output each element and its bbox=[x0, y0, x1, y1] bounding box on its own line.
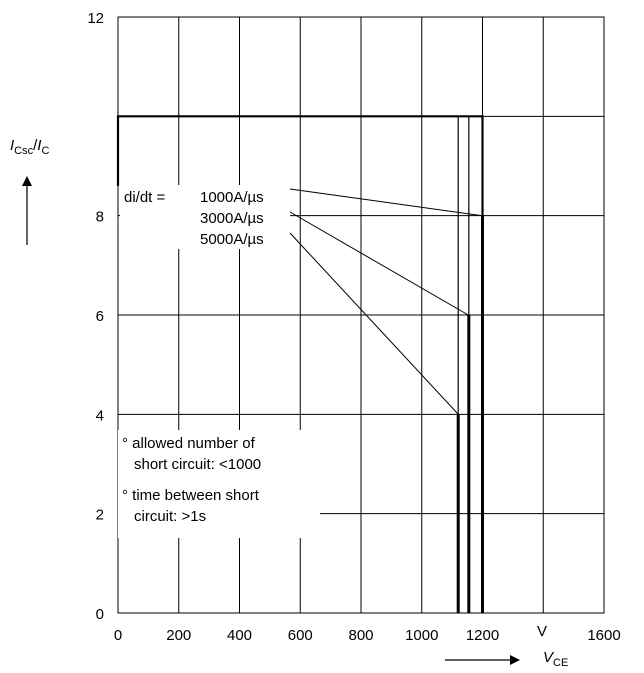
series-line-0 bbox=[116, 115, 484, 613]
x-tick-label: 800 bbox=[348, 627, 373, 644]
x-tick-label: 1000 bbox=[405, 627, 438, 644]
x-tick-label: 0 bbox=[114, 627, 122, 644]
legend-label-3000: 3000A/µs bbox=[200, 210, 264, 227]
x-tick-label: 600 bbox=[288, 627, 313, 644]
note-allowed-line2: short circuit: <1000 bbox=[134, 456, 261, 473]
y-tick-label: 4 bbox=[96, 407, 104, 424]
tick-labels: 0 200 400 600 800 1000 1200 1600 0 2 4 6 8 12 bbox=[87, 10, 620, 644]
leader-line-5000 bbox=[289, 232, 459, 415]
legend-label-1000: 1000A/µs bbox=[200, 189, 264, 206]
x-tick-label: 1200 bbox=[466, 627, 499, 644]
x-tick-label: 400 bbox=[227, 627, 252, 644]
x-tick-label: 1600 bbox=[587, 627, 620, 644]
y-tick-label: 0 bbox=[96, 606, 104, 623]
plot-frame bbox=[117, 16, 605, 614]
y-tick-label: 12 bbox=[87, 10, 104, 27]
note-allowed-line1: ° allowed number of bbox=[122, 435, 256, 452]
leader-line-1000 bbox=[289, 188, 485, 217]
y-tick-label: 6 bbox=[96, 308, 104, 325]
legend-label-5000: 5000A/µs bbox=[200, 231, 264, 248]
note-time-line2: circuit: >1s bbox=[134, 508, 206, 525]
didt-label-bg bbox=[120, 185, 290, 249]
y-tick-label: 2 bbox=[96, 507, 104, 524]
leader-line-3000 bbox=[289, 211, 471, 317]
y-tick-label: 8 bbox=[96, 209, 104, 226]
y-axis-label: ICsc/IC bbox=[10, 137, 49, 157]
notes-bg bbox=[118, 430, 320, 538]
x-tick-label: 200 bbox=[166, 627, 191, 644]
note-time-line1: ° time between short bbox=[122, 487, 260, 504]
didt-prefix: di/dt = bbox=[124, 189, 166, 206]
data-series bbox=[116, 115, 484, 613]
x-unit-label: V bbox=[537, 623, 547, 640]
x-axis-label: VCE bbox=[543, 649, 568, 669]
